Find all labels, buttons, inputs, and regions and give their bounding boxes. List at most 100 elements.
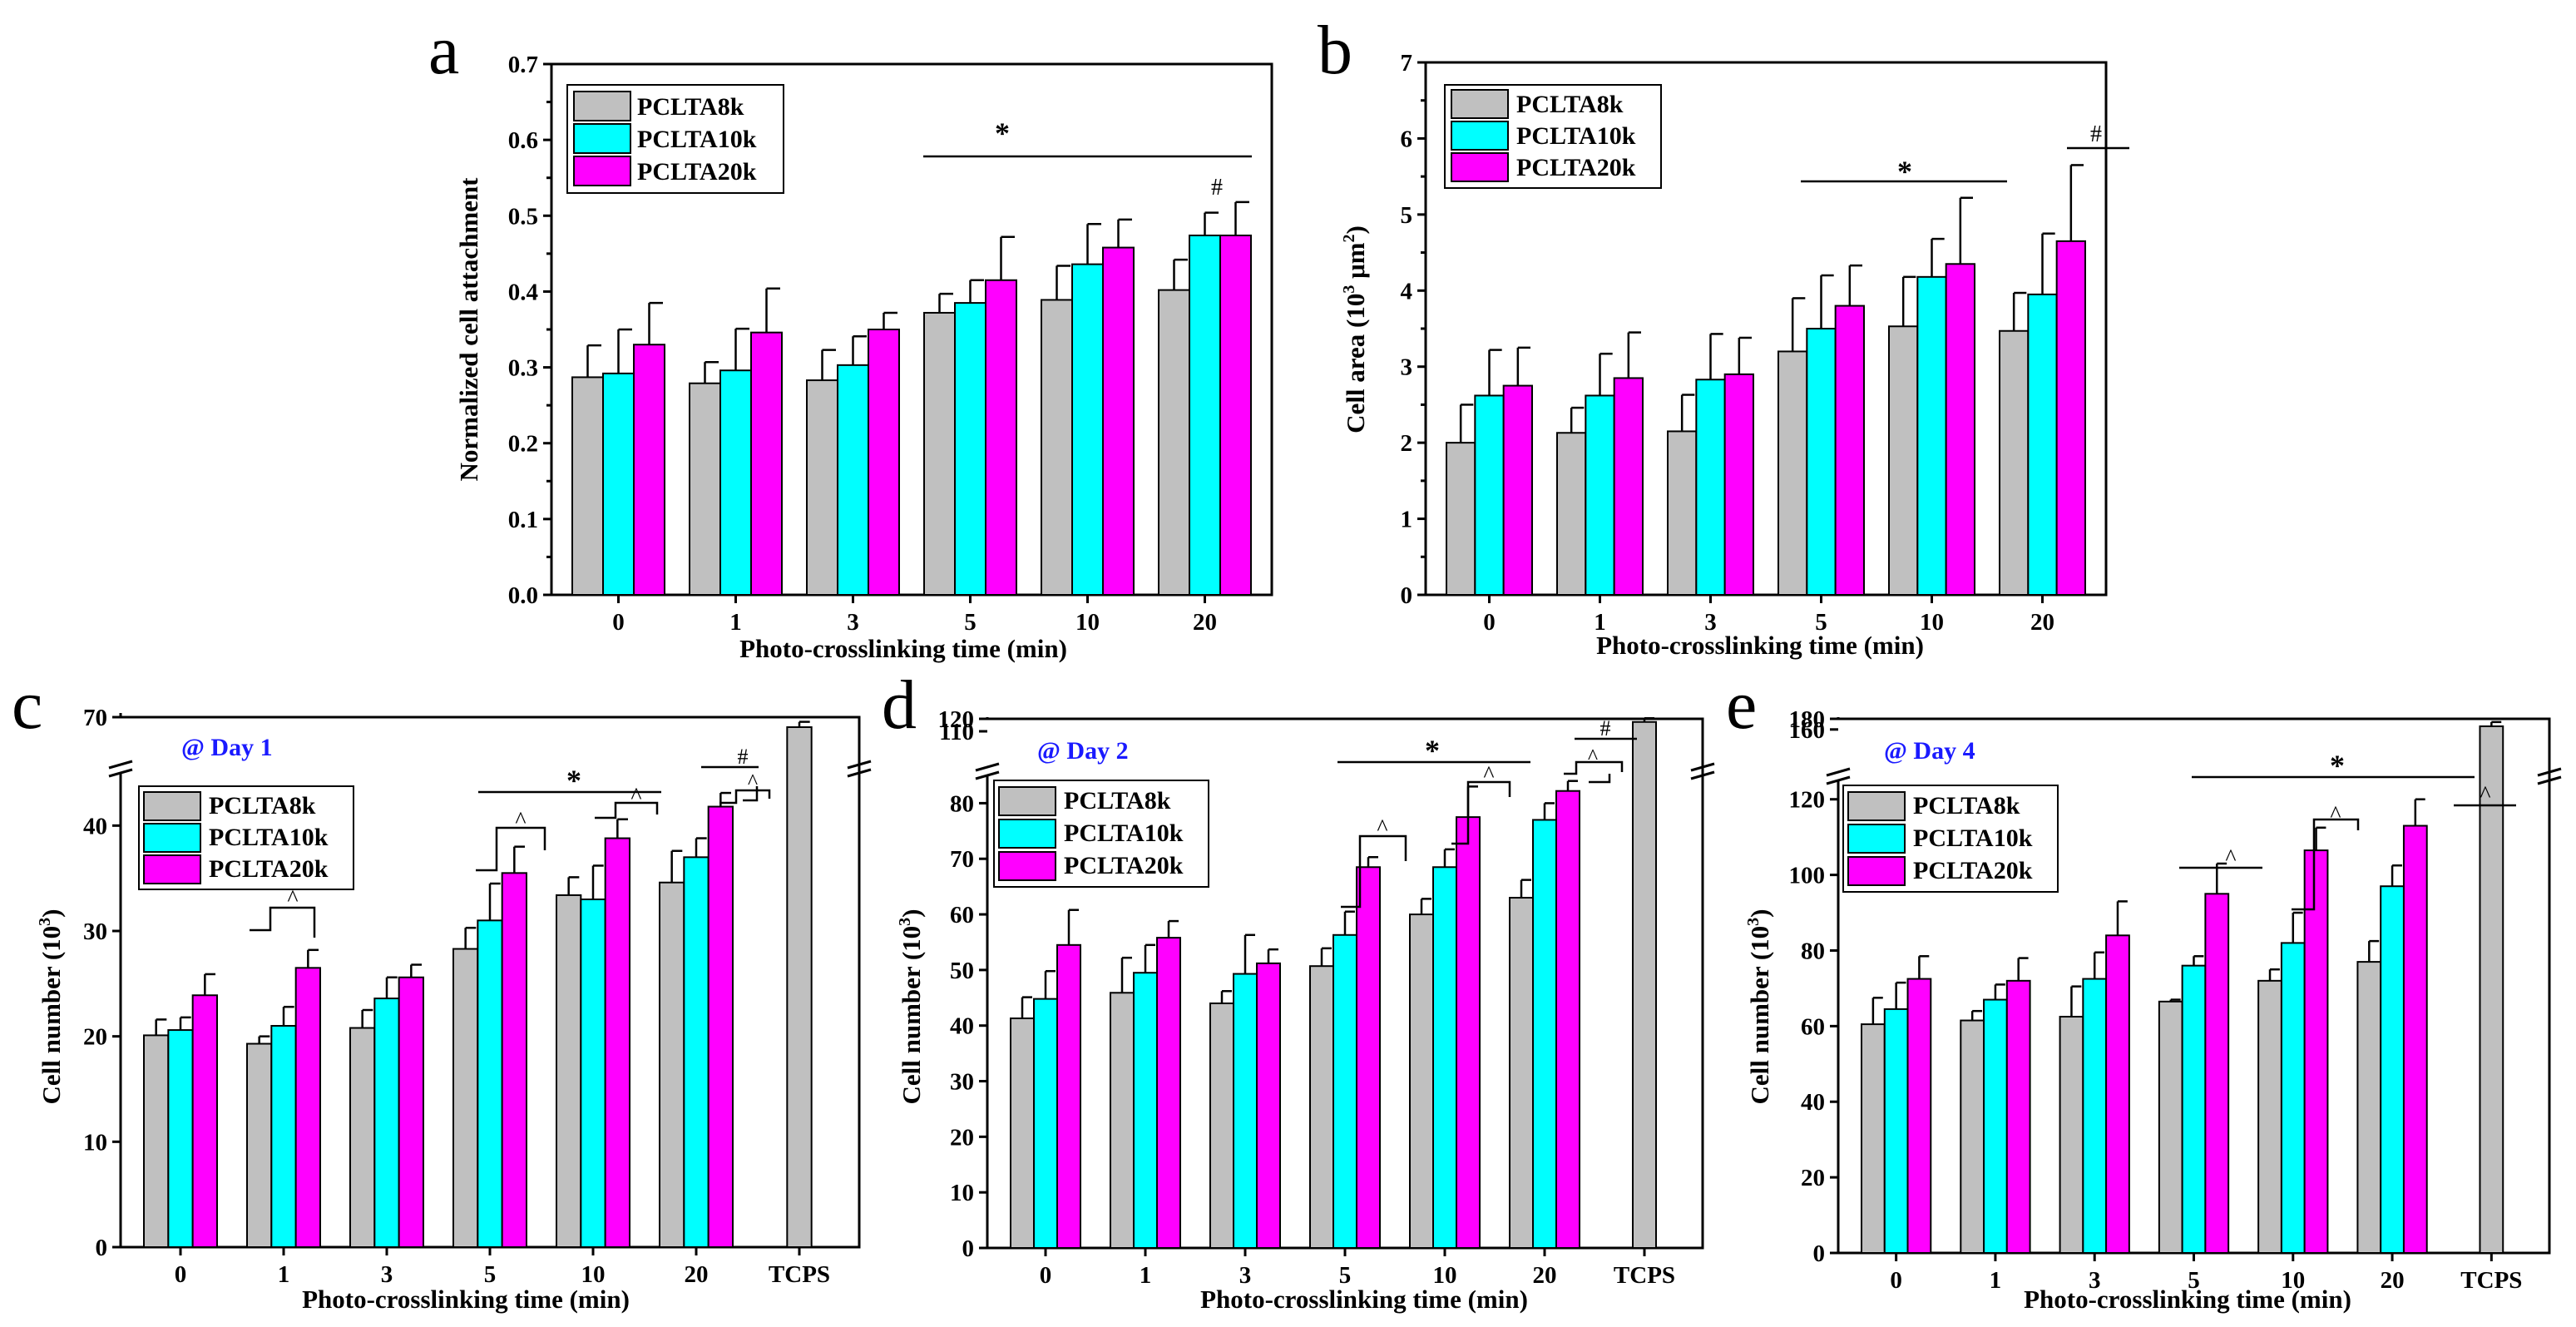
legend-swatch-pclta8k xyxy=(1451,89,1509,119)
y-tick-label: 0 xyxy=(962,1235,975,1262)
legend-swatch-pclta20k xyxy=(998,851,1056,881)
bar-pclta8k xyxy=(349,1027,376,1248)
bar-pclta10k xyxy=(1033,998,1058,1250)
bar-pclta20k xyxy=(2204,893,2230,1254)
bar-pclta8k xyxy=(1409,914,1434,1249)
bar-pclta8k xyxy=(1509,897,1534,1249)
panel-a: a 0.0 0.1 0.2 0.3 0.4 0.5 0.6 0.7 0 1 3 5 10 20 Photo… xyxy=(428,12,1273,663)
x-tick-label: TCPS xyxy=(769,1261,830,1288)
sig-star: * xyxy=(566,764,581,797)
bar-pclta8k xyxy=(1556,432,1587,596)
bar-pclta8k xyxy=(1861,1023,1886,1254)
legend-label-pclta8k: PCLTA8k xyxy=(209,792,316,819)
sig-caret: ^ xyxy=(2480,782,2490,808)
legend-label-pclta20k: PCLTA20k xyxy=(209,855,329,883)
axis-break-mark xyxy=(1690,762,1715,772)
x-tick-label: 3 xyxy=(2089,1267,2101,1294)
panel-a-xlabel: Photo-crosslinking time (min) xyxy=(739,634,1067,663)
y-tick-label: 20 xyxy=(83,1024,107,1051)
legend-label-pclta20k: PCLTA20k xyxy=(1064,852,1184,879)
bar-pclta20k xyxy=(1156,937,1181,1250)
legend-label-pclta10k: PCLTA10k xyxy=(209,824,329,851)
bar-pclta8k xyxy=(2257,979,2282,1255)
y-tick-label: 1 xyxy=(1401,507,1413,533)
x-tick-label: 1 xyxy=(729,609,742,636)
legend-swatch-pclta10k xyxy=(1847,824,1906,854)
panel-d-legend: PCLTA8k PCLTA10k PCLTA20k xyxy=(993,780,1209,888)
x-tick-label: 20 xyxy=(2381,1267,2405,1294)
legend-swatch-pclta10k xyxy=(573,123,631,154)
y-tick-label: 0.4 xyxy=(508,279,538,305)
bar-pclta20k xyxy=(501,872,528,1249)
x-tick-label: 10 xyxy=(1920,609,1944,636)
bar-pclta10k xyxy=(602,372,635,596)
bar-pclta8k xyxy=(452,948,479,1248)
panel-c-day: @ Day 1 xyxy=(181,734,273,761)
y-tick-label: 110 xyxy=(939,719,974,745)
panel-a-legend: PCLTA8k PCLTA10k PCLTA20k xyxy=(566,84,784,194)
panel-a-ylabel: Normalized cell attachment xyxy=(454,177,483,482)
bar-pclta20k xyxy=(191,994,219,1249)
legend-swatch-pclta8k xyxy=(573,91,631,121)
y-tick-label: 40 xyxy=(1801,1089,1825,1116)
panel-e-day: @ Day 4 xyxy=(1884,737,1975,765)
x-tick-label: TCPS xyxy=(2460,1267,2522,1294)
axis-break-mark xyxy=(108,760,133,770)
x-tick-label: 20 xyxy=(1193,609,1217,636)
panel-b-xlabel: Photo-crosslinking time (min) xyxy=(1596,631,1924,660)
x-tick-label: 3 xyxy=(1239,1262,1252,1289)
bar-pclta10k xyxy=(1883,1008,1909,1254)
bar-pclta20k xyxy=(750,331,783,596)
panel-a-letter: a xyxy=(428,12,459,89)
y-tick-label: 4 xyxy=(1401,278,1413,305)
bar-pclta20k xyxy=(1834,305,1866,596)
panel-c-xlabel: Photo-crosslinking time (min) xyxy=(302,1285,630,1314)
bar-pclta20k xyxy=(2303,849,2329,1255)
bar-pclta10k xyxy=(683,856,710,1249)
y-tick-label: 0.7 xyxy=(508,52,538,78)
bar-pclta20k xyxy=(1356,866,1381,1249)
sig-hash: # xyxy=(1211,175,1223,201)
bar-pclta10k xyxy=(2380,885,2405,1255)
axis-break-mark xyxy=(1826,775,1851,785)
legend-swatch-pclta8k xyxy=(1847,791,1906,821)
panel-c-ylabel: Cell number (103) xyxy=(36,909,66,1104)
y-tick-label: 60 xyxy=(950,902,974,928)
panel-d-significance: * # ^ ^ ^ xyxy=(1337,716,1637,909)
panel-b-letter: b xyxy=(1318,12,1352,89)
y-tick-label: 60 xyxy=(1801,1013,1825,1040)
x-tick-label: 5 xyxy=(1815,609,1827,636)
axis-break-mark xyxy=(847,760,872,770)
axis-break-mark xyxy=(2537,775,2562,785)
x-tick-label: 1 xyxy=(1594,609,1606,636)
x-tick-label: 0 xyxy=(1483,609,1496,636)
y-tick-label: 100 xyxy=(1789,863,1826,889)
legend-swatch-pclta10k xyxy=(1451,121,1509,151)
bar-pclta10k xyxy=(1133,972,1158,1249)
panel-e-ylabel: Cell number (103) xyxy=(1744,909,1774,1104)
y-tick-label: 0 xyxy=(96,1235,108,1261)
legend-label-pclta20k: PCLTA20k xyxy=(637,158,757,186)
bar-pclta20k xyxy=(294,967,321,1249)
panel-d-xlabel: Photo-crosslinking time (min) xyxy=(1200,1285,1528,1314)
sig-caret: ^ xyxy=(2225,845,2236,871)
bar-pclta10k xyxy=(1983,998,2008,1254)
bar-pclta10k xyxy=(1532,819,1557,1249)
bar-pclta8k xyxy=(246,1042,273,1248)
legend-label-pclta8k: PCLTA8k xyxy=(1516,91,1624,118)
x-tick-label: 5 xyxy=(964,609,977,636)
y-tick-label: 40 xyxy=(83,813,107,839)
bar-pclta20k xyxy=(985,279,1017,596)
bar-pclta10k xyxy=(2280,942,2306,1254)
x-tick-label: 3 xyxy=(381,1261,393,1288)
x-tick-label: 10 xyxy=(1075,609,1100,636)
panel-c-letter: c xyxy=(12,666,42,744)
y-tick-label: 0.5 xyxy=(508,203,538,230)
y-tick-label: 10 xyxy=(83,1129,107,1156)
sig-star: * xyxy=(1897,155,1912,188)
legend-swatch-pclta8k xyxy=(998,786,1056,816)
